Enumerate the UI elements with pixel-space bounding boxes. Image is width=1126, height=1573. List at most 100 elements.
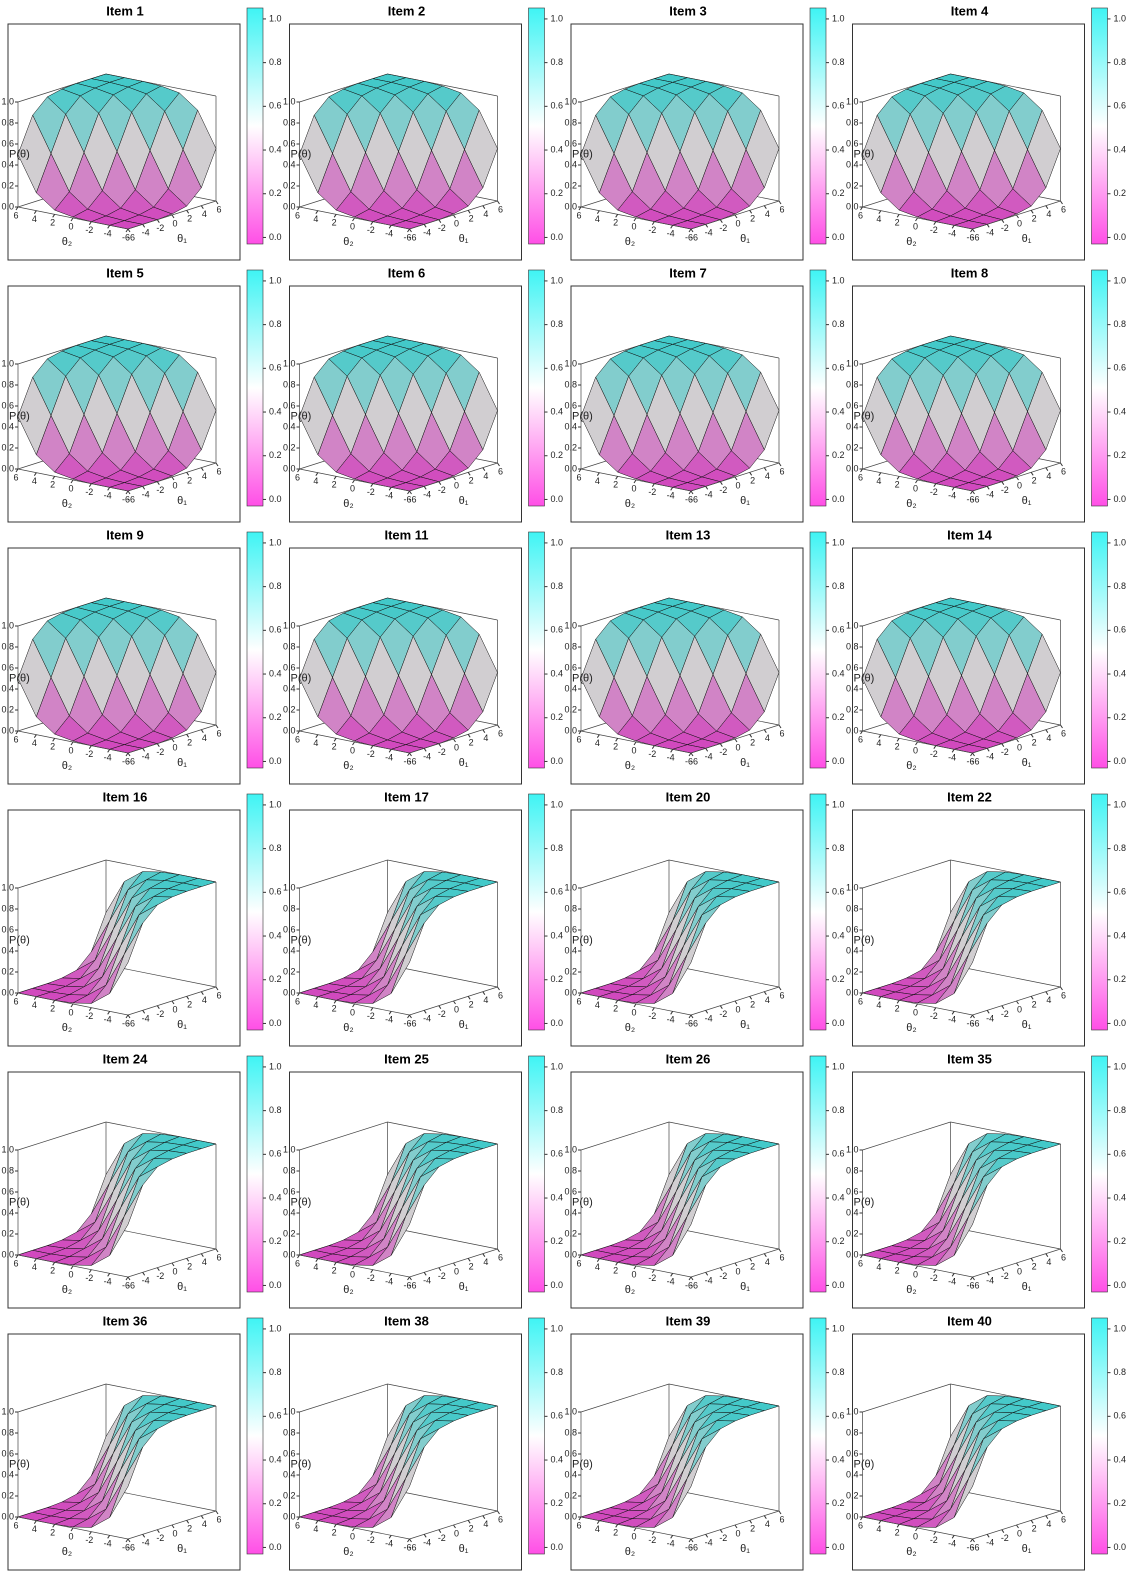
y-tick-label: -2 xyxy=(85,1535,93,1545)
colorbar-tick-label: 0.6 xyxy=(551,363,564,373)
x-tick-label: 4 xyxy=(765,209,770,219)
y-tick-label: 2 xyxy=(895,480,900,490)
z-axis-label: P(θ) xyxy=(572,934,593,946)
colorbar-tick-label: 0.4 xyxy=(551,1454,564,1464)
z-tick-label: 1.0 xyxy=(283,882,296,892)
z-tick-label: 0.6 xyxy=(564,1448,577,1458)
z-tick-label: 0.2 xyxy=(564,1228,577,1238)
colorbar xyxy=(529,270,545,506)
y-axis-label: θ₂ xyxy=(625,760,635,772)
y-tick-label: 4 xyxy=(313,1524,318,1534)
y-tick-label: 6 xyxy=(576,734,581,744)
z-tick-label: 0.4 xyxy=(1,945,14,955)
x-tick-label: -6 xyxy=(690,1018,698,1028)
z-tick-label: 0.8 xyxy=(283,117,296,127)
z-tick-label: 0.8 xyxy=(1,1427,14,1437)
colorbar xyxy=(810,794,826,1030)
x-tick-label: 0 xyxy=(1017,1528,1022,1538)
z-tick-label: 0.6 xyxy=(846,662,859,672)
panel-title: Item 11 xyxy=(384,527,428,542)
panel-title: Item 35 xyxy=(947,1051,992,1066)
colorbar xyxy=(810,532,826,768)
x-tick-label: 6 xyxy=(498,1514,503,1524)
x-tick-label: 2 xyxy=(1032,1524,1037,1534)
y-tick-label: 2 xyxy=(50,742,55,752)
y-tick-label: 0 xyxy=(68,1531,73,1541)
x-tick-label: -6 xyxy=(690,1280,698,1290)
x-tick-label: 6 xyxy=(1061,1252,1066,1262)
x-tick-label: 4 xyxy=(765,733,770,743)
z-tick-label: 0.0 xyxy=(283,1511,296,1521)
colorbar-tick-label: 0.8 xyxy=(832,57,845,67)
colorbar-tick-label: 0.6 xyxy=(832,1411,845,1421)
x-tick-label: 2 xyxy=(187,214,192,224)
z-axis-label: P(θ) xyxy=(854,410,875,422)
y-tick-label: -2 xyxy=(930,749,938,759)
y-tick-label: 0 xyxy=(631,483,636,493)
y-tick-label: 2 xyxy=(613,1528,618,1538)
x-tick-label: -4 xyxy=(986,490,994,500)
z-tick-label: 0.6 xyxy=(846,1448,859,1458)
y-tick-label: 4 xyxy=(595,738,600,748)
y-tick-label: 4 xyxy=(876,214,881,224)
z-tick-label: 0.8 xyxy=(1,1165,14,1175)
x-tick-label: -6 xyxy=(690,1542,698,1552)
colorbar-tick-label: 1.0 xyxy=(1114,1061,1126,1071)
colorbar xyxy=(810,270,826,506)
z-tick-label: 0.4 xyxy=(283,159,296,169)
y-tick-label: 4 xyxy=(32,214,37,224)
x-tick-label: 6 xyxy=(216,1514,221,1524)
x-tick-label: 4 xyxy=(483,995,488,1005)
colorbar-tick-label: 0.6 xyxy=(269,1149,282,1159)
panel-title: Item 2 xyxy=(388,3,426,18)
x-tick-label: -6 xyxy=(971,494,979,504)
x-tick-label: -6 xyxy=(408,1280,416,1290)
y-tick-label: -4 xyxy=(385,1015,393,1025)
colorbar-tick-label: 0.6 xyxy=(551,887,564,897)
colorbar-tick-label: 1.0 xyxy=(832,1061,845,1071)
y-tick-label: -2 xyxy=(648,1273,656,1283)
x-tick-label: -4 xyxy=(142,1014,150,1024)
z-tick-label: 1.0 xyxy=(846,1406,859,1416)
x-tick-label: 0 xyxy=(735,1528,740,1538)
colorbar-tick-label: 0.4 xyxy=(832,668,845,678)
z-tick-label: 0.0 xyxy=(846,1249,859,1259)
z-tick-label: 0.6 xyxy=(283,1448,296,1458)
z-tick-label: 0.6 xyxy=(1,400,14,410)
y-tick-label: -2 xyxy=(648,749,656,759)
z-tick-label: 0.8 xyxy=(846,903,859,913)
z-tick-label: 0.4 xyxy=(846,159,859,169)
colorbar-tick-label: 0.8 xyxy=(269,1367,282,1377)
colorbar-tick-label: 0.0 xyxy=(551,232,564,242)
y-tick-label: 6 xyxy=(858,1520,863,1530)
z-tick-label: 0.4 xyxy=(283,1469,296,1479)
panel-title: Item 1 xyxy=(106,3,144,18)
x-tick-label: -6 xyxy=(690,494,698,504)
y-tick-label: 4 xyxy=(32,1524,37,1534)
y-tick-label: 0 xyxy=(68,1269,73,1279)
y-tick-label: -4 xyxy=(104,753,112,763)
y-tick-label: 2 xyxy=(613,480,618,490)
z-tick-label: 0.8 xyxy=(1,641,14,651)
colorbar-tick-label: 0.4 xyxy=(551,668,564,678)
x-tick-label: -4 xyxy=(423,1538,431,1548)
x-tick-label: -2 xyxy=(719,1533,727,1543)
colorbar-tick-label: 0.2 xyxy=(1114,974,1126,984)
y-axis-label: θ₂ xyxy=(343,760,353,772)
panel-title: Item 39 xyxy=(666,1313,711,1328)
z-axis-label: P(θ) xyxy=(291,934,312,946)
z-tick-label: 0.0 xyxy=(564,725,577,735)
z-tick-label: 0.2 xyxy=(1,180,14,190)
y-tick-label: 2 xyxy=(332,1528,337,1538)
z-tick-label: 0.2 xyxy=(1,1490,14,1500)
colorbar-tick-label: 0.4 xyxy=(269,1454,282,1464)
y-tick-label: 0 xyxy=(631,221,636,231)
y-axis-label: θ₂ xyxy=(906,498,916,510)
colorbar-tick-label: 0.2 xyxy=(832,1236,845,1246)
colorbar-tick-label: 0.8 xyxy=(269,581,282,591)
panel-title: Item 17 xyxy=(384,789,429,804)
z-tick-label: 0.8 xyxy=(564,1427,577,1437)
x-tick-label: 0 xyxy=(172,480,177,490)
y-tick-label: 6 xyxy=(295,734,300,744)
z-tick-label: 0.4 xyxy=(1,159,14,169)
